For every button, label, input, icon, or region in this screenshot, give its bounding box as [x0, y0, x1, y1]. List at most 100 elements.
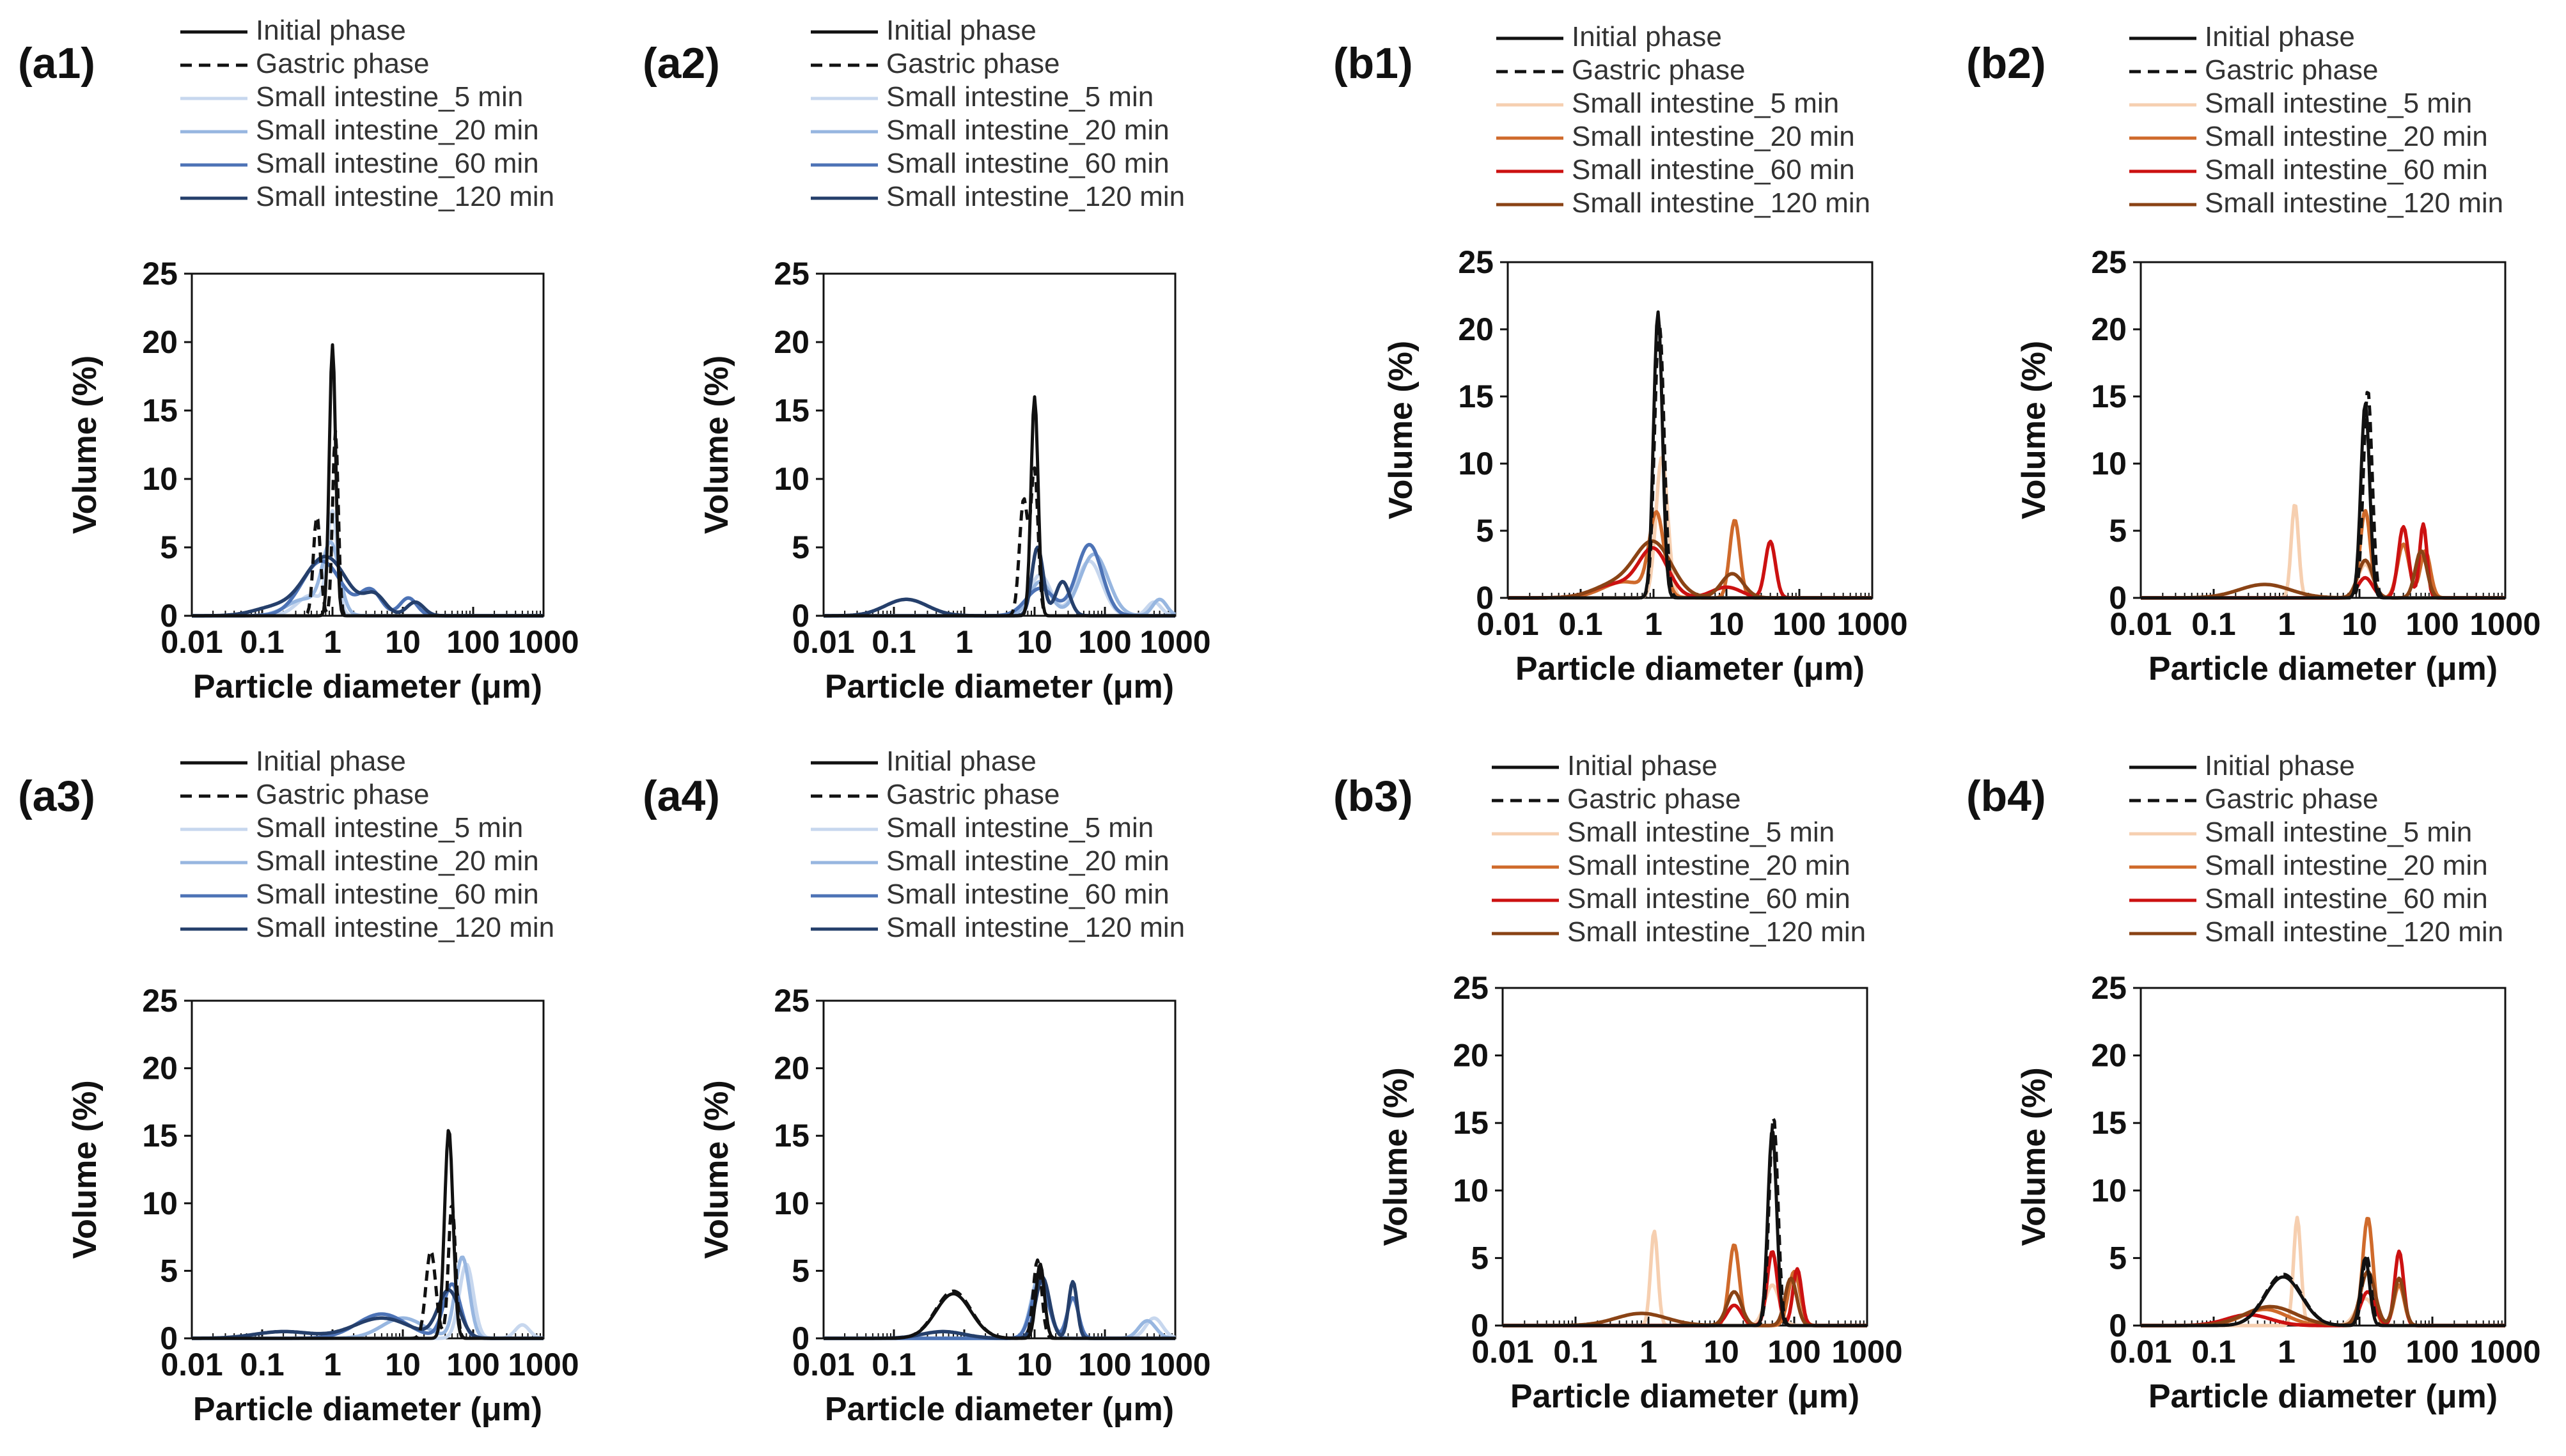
panel-label-a3: (a3)	[18, 772, 95, 820]
series-line-b2-0	[2140, 402, 2506, 600]
x-tick-label: 0.01	[160, 1347, 223, 1382]
series-line-a4-4	[823, 1280, 1176, 1340]
series-line-a3-0	[191, 1129, 544, 1340]
y-tick-label: 5	[1471, 1240, 1489, 1276]
legend-label: Small intestine_5 min	[256, 812, 523, 843]
x-tick-label: 10	[2342, 1334, 2377, 1370]
series-line-b2-1	[2140, 391, 2506, 600]
series-line-b2-5	[2140, 549, 2506, 600]
x-tick-label: 1000	[1831, 1334, 1902, 1370]
x-tick-label: 1000	[1139, 624, 1210, 660]
legend-label: Small intestine_5 min	[886, 81, 1154, 113]
y-tick-label: 25	[142, 256, 178, 292]
x-axis-title: Particle diameter (μm)	[193, 668, 542, 705]
x-axis-title: Particle diameter (μm)	[2148, 650, 2498, 687]
legend-label: Gastric phase	[1567, 783, 1741, 815]
y-tick-label: 0	[792, 598, 810, 634]
y-tick-label: 20	[1458, 311, 1494, 347]
panel-label-a4: (a4)	[643, 772, 720, 820]
legend-label: Gastric phase	[1572, 54, 1745, 86]
y-tick-label: 15	[2091, 1105, 2127, 1141]
legend-label: Gastric phase	[2205, 783, 2378, 815]
y-axis-title: Volume (%)	[698, 1080, 735, 1258]
legend-label: Small intestine_60 min	[2205, 154, 2488, 185]
x-tick-label: 0.01	[2109, 606, 2171, 642]
legend-label: Small intestine_5 min	[1572, 88, 1839, 119]
x-tick-label: 0.1	[2191, 606, 2236, 642]
y-tick-label: 10	[774, 461, 810, 497]
legend-label: Small intestine_60 min	[1567, 883, 1850, 914]
x-tick-label: 1	[324, 1347, 341, 1382]
series-line-b4-1	[2140, 1254, 2506, 1327]
y-axis-title: Volume (%)	[698, 356, 735, 534]
legend-label: Small intestine_5 min	[2205, 817, 2472, 848]
legend-label: Gastric phase	[256, 779, 429, 810]
series-line-a2-3	[823, 552, 1177, 618]
legend-label: Small intestine_60 min	[2205, 883, 2488, 914]
legend-label: Initial phase	[886, 746, 1037, 777]
series-line-b4-5	[2140, 1270, 2506, 1327]
x-tick-label: 0.01	[1471, 1334, 1533, 1370]
x-tick-label: 10	[2342, 606, 2377, 642]
plot-frame	[2140, 987, 2507, 1327]
series-line-a4-0	[823, 1262, 1176, 1340]
legend-label: Small intestine_20 min	[1567, 850, 1850, 881]
legend-label: Gastric phase	[886, 779, 1060, 810]
x-axis-title: Particle diameter (μm)	[825, 668, 1174, 705]
x-tick-label: 0.1	[240, 1347, 285, 1382]
x-tick-label: 1000	[1139, 1347, 1210, 1382]
x-axis-title: Particle diameter (μm)	[825, 1391, 1174, 1428]
x-tick-label: 100	[2406, 1334, 2459, 1370]
y-axis-title: Volume (%)	[1382, 341, 1420, 519]
series-line-b4-2	[2140, 1216, 2506, 1327]
x-tick-label: 0.01	[1476, 606, 1538, 642]
y-tick-label: 20	[2091, 311, 2127, 347]
series-line-b3-0	[1502, 1131, 1868, 1327]
legend-label: Small intestine_120 min	[886, 181, 1185, 212]
legend-label: Initial phase	[1567, 750, 1717, 781]
y-tick-label: 0	[160, 598, 178, 634]
y-tick-label: 10	[2091, 446, 2127, 481]
legend-label: Small intestine_60 min	[1572, 154, 1855, 185]
series-line-a1-4	[191, 559, 544, 618]
legend-label: Initial phase	[886, 15, 1037, 46]
legend-label: Small intestine_20 min	[2205, 121, 2488, 152]
y-tick-label: 10	[774, 1186, 810, 1221]
y-tick-label: 5	[792, 529, 810, 565]
legend-label: Small intestine_120 min	[2205, 187, 2503, 219]
series-line-b3-4	[1502, 1250, 1868, 1327]
legend-label: Small intestine_5 min	[1567, 817, 1835, 848]
y-tick-label: 15	[1458, 379, 1494, 414]
legend-label: Small intestine_120 min	[1572, 187, 1870, 219]
y-tick-label: 10	[1458, 446, 1494, 481]
x-tick-label: 10	[385, 624, 421, 660]
x-tick-label: 100	[446, 1347, 499, 1382]
x-tick-label: 10	[385, 1347, 421, 1382]
legend-label: Gastric phase	[2205, 54, 2378, 86]
x-tick-label: 1	[1639, 1334, 1657, 1370]
plot-frame	[191, 999, 545, 1340]
x-tick-label: 1000	[2469, 606, 2540, 642]
panel-label-b3: (b3)	[1333, 772, 1413, 820]
legend-label: Small intestine_5 min	[256, 81, 523, 113]
y-tick-label: 25	[1453, 970, 1489, 1006]
x-tick-label: 1000	[2469, 1334, 2540, 1370]
legend-label: Small intestine_60 min	[256, 148, 539, 179]
legend-label: Small intestine_5 min	[2205, 88, 2472, 119]
y-tick-label: 20	[2091, 1038, 2127, 1074]
series-line-b2-2	[2140, 504, 2506, 600]
y-tick-label: 0	[2109, 1308, 2127, 1343]
legend-label: Small intestine_60 min	[886, 879, 1170, 910]
series-line-a4-5	[823, 1276, 1176, 1340]
series-line-a3-3	[191, 1255, 544, 1340]
x-tick-label: 0.01	[792, 624, 854, 660]
series-line-b4-3	[2140, 1216, 2506, 1327]
plot-frame	[191, 272, 545, 617]
legend-label: Initial phase	[256, 15, 406, 46]
